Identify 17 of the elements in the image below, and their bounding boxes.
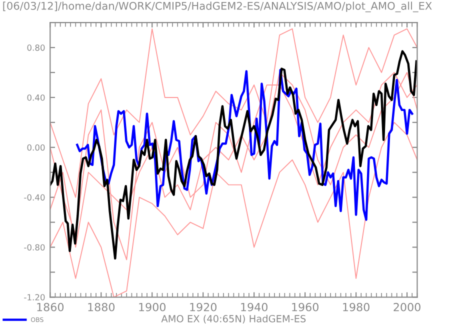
y-tick-label: 0.00 <box>27 144 45 151</box>
x-tick-label: 2000 <box>394 302 420 312</box>
x-tick-label: 1940 <box>241 302 268 312</box>
y-tick-label: -0.80 <box>24 244 45 251</box>
y-tick-label: 0.40 <box>27 94 45 101</box>
chart-title: [06/03/12]/home/dan/WORK/CMIP5/HadGEM2-ES/ANALYSIS/AMO/plot_AMO_all_EX <box>3 2 432 12</box>
x-axis-title: AMO EX (40:65N) HadGEM-ES <box>161 314 306 324</box>
x-tick-label: 1900 <box>139 302 166 312</box>
x-tick-label: 1860 <box>37 302 64 312</box>
y-tick-label: -0.40 <box>24 194 45 201</box>
x-tick-label: 1960 <box>292 302 318 312</box>
line-series <box>76 68 414 221</box>
x-tick-label: 1920 <box>190 302 216 312</box>
y-tick-label: 0.80 <box>27 44 45 51</box>
x-tick-label: 1980 <box>343 302 370 312</box>
x-tick-label: 1880 <box>88 302 115 312</box>
y-tick-label: -1.20 <box>24 294 45 300</box>
